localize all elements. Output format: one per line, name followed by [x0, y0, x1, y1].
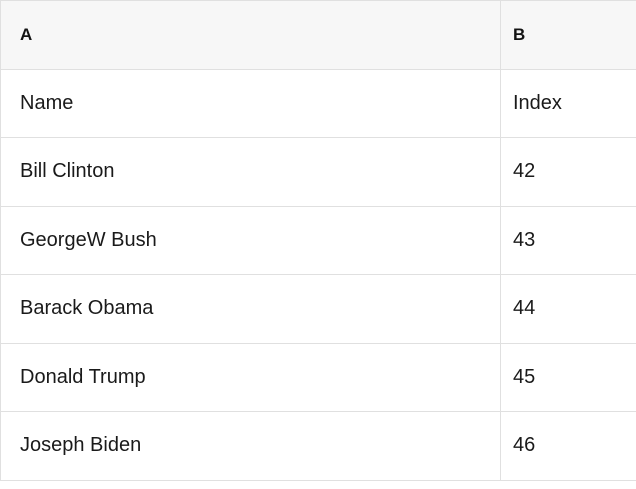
table-row: Barack Obama 44	[0, 274, 636, 344]
cell-index: 43	[500, 206, 636, 275]
cell-index: 46	[500, 411, 636, 481]
cell-name: Donald Trump	[0, 343, 501, 412]
table-header: A B	[0, 0, 636, 70]
table-row: Joseph Biden 46	[0, 411, 636, 481]
cell-index: Index	[500, 69, 636, 138]
cell-name: GeorgeW Bush	[0, 206, 501, 275]
cell-name: Bill Clinton	[0, 137, 501, 207]
cell-name: Barack Obama	[0, 274, 501, 344]
cell-index: 45	[500, 343, 636, 412]
column-letters-row: A B	[0, 0, 636, 70]
column-header-a: A	[0, 0, 501, 70]
cell-name: Joseph Biden	[0, 411, 501, 481]
column-header-b: B	[500, 0, 636, 70]
table-row: Bill Clinton 42	[0, 137, 636, 207]
cell-name: Name	[0, 69, 501, 138]
table-row: Name Index	[0, 69, 636, 138]
table-row: Donald Trump 45	[0, 343, 636, 412]
table-body: Name Index Bill Clinton 42 GeorgeW Bush …	[0, 69, 636, 481]
table-row: GeorgeW Bush 43	[0, 206, 636, 275]
cell-index: 44	[500, 274, 636, 344]
cell-index: 42	[500, 137, 636, 207]
